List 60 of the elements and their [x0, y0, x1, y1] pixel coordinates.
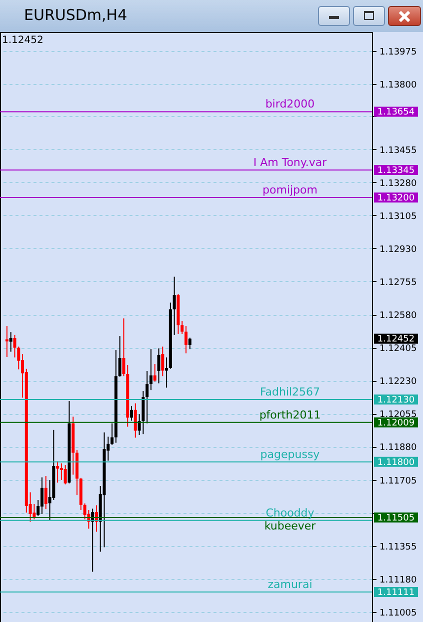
candlestick [122, 318, 126, 377]
y-tick-label: 1.12580 [380, 311, 417, 322]
candlestick [130, 405, 134, 422]
text: 1.11505 [377, 514, 415, 524]
candlestick [180, 320, 184, 334]
candlestick [9, 332, 12, 352]
candlestick [60, 462, 63, 480]
y-tick-label: 1.13105 [380, 212, 417, 222]
text: 1.12009 [377, 418, 415, 428]
candlestick [110, 422, 114, 446]
y-tick-label: 1.13280 [380, 178, 417, 189]
candlestick [165, 356, 168, 388]
ref-line-label: Chooddy [266, 506, 315, 520]
chart-title: EURUSDm,H4 [24, 6, 128, 24]
text: 1.13345 [377, 166, 415, 176]
candlestick [142, 390, 145, 435]
candlestick [40, 476, 44, 514]
y-tick-label: 1.11180 [380, 575, 417, 586]
candlestick [64, 464, 67, 485]
text: 1.13200 [377, 193, 415, 204]
annotation: 1.12452 [2, 35, 44, 46]
candlestick [157, 348, 160, 384]
candlestick [153, 364, 156, 382]
y-tick-label: 1.13800 [380, 80, 417, 91]
candlestick [17, 346, 20, 370]
text: 1.11800 [377, 458, 415, 468]
candlestick [172, 276, 176, 336]
candlestick [118, 336, 122, 378]
y-tick-label: 1.11705 [380, 476, 417, 486]
y-tick-label: 1.11005 [380, 608, 417, 618]
ref-line-label: kubeever [264, 520, 316, 533]
text: 1.13654 [377, 108, 415, 118]
ref-line-label: zamurai [268, 578, 312, 591]
ref-line-label: I Am Tony.var [253, 156, 328, 170]
candlestick [56, 460, 60, 484]
ref-line-label: pomijpom [262, 183, 318, 196]
ref-line-label: bird2000 [265, 98, 315, 111]
y-tick-label: 1.12230 [380, 377, 417, 388]
text: 1.12452 [377, 334, 415, 345]
candlestick [134, 402, 137, 438]
y-tick-label: 1.13455 [380, 146, 417, 156]
ref-line-label: pagepussy [260, 448, 320, 461]
y-tick-label: 1.12930 [380, 244, 417, 255]
y-tick-label: 1.12405 [380, 344, 417, 354]
y-tick-label: 1.11880 [380, 443, 417, 454]
candlestick [149, 348, 152, 391]
ref-line-label: Fadhil2567 [260, 386, 320, 399]
y-tick-label: 1.12755 [380, 278, 417, 288]
candlestick [161, 346, 164, 377]
candlestick [13, 334, 16, 358]
candlestick [146, 370, 149, 424]
candlestick [188, 337, 192, 350]
candlestick [44, 476, 48, 510]
text: 1.11111 [377, 588, 415, 598]
y-tick-label: 1.13975 [380, 48, 417, 58]
candlestick [184, 326, 188, 354]
ref-line-label: pforth2011 [259, 408, 321, 422]
text: 1.12130 [377, 396, 415, 406]
y-tick-label: 1.11355 [380, 542, 417, 552]
candlestick [5, 326, 8, 358]
